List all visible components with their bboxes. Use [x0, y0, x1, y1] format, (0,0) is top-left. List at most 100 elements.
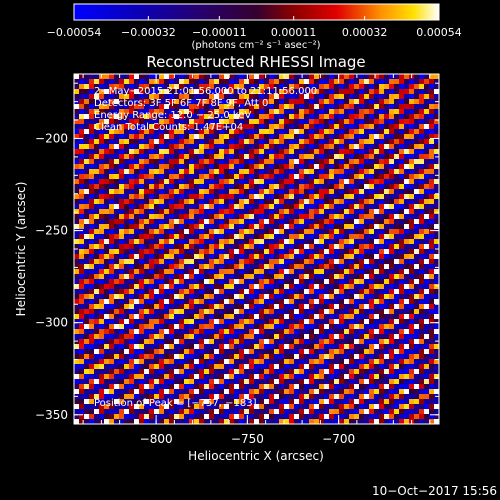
heatmap-cell — [379, 194, 384, 199]
heatmap-cell — [314, 339, 319, 344]
heatmap-cell — [284, 109, 289, 114]
heatmap-cell — [424, 84, 429, 89]
heatmap-cell — [414, 154, 419, 159]
heatmap-cell — [79, 319, 84, 324]
heatmap-cell — [99, 94, 104, 99]
heatmap-cell — [164, 254, 169, 259]
heatmap-cell — [394, 259, 399, 264]
heatmap-cell — [179, 304, 184, 309]
heatmap-cell — [394, 304, 399, 309]
heatmap-cell — [364, 94, 369, 99]
heatmap-cell — [144, 409, 149, 414]
heatmap-cell — [294, 394, 299, 399]
heatmap-cell — [284, 244, 289, 249]
heatmap-cell — [304, 264, 309, 269]
heatmap-cell — [329, 109, 334, 114]
heatmap-cell — [79, 374, 84, 379]
heatmap-cell — [369, 254, 374, 259]
heatmap-cell — [334, 269, 339, 274]
heatmap-cell — [244, 114, 249, 119]
heatmap-cell — [274, 154, 279, 159]
heatmap-cell — [349, 344, 354, 349]
heatmap-cell — [414, 379, 419, 384]
heatmap-cell — [279, 164, 284, 169]
heatmap-cell — [394, 89, 399, 94]
heatmap-cell — [434, 269, 439, 274]
heatmap-cell — [244, 184, 249, 189]
heatmap-cell — [109, 259, 114, 264]
heatmap-cell — [84, 214, 89, 219]
heatmap-cell — [299, 179, 304, 184]
heatmap-cell — [259, 359, 264, 364]
heatmap-cell — [89, 99, 94, 104]
heatmap-cell — [314, 239, 319, 244]
heatmap-cell — [239, 99, 244, 104]
heatmap-cell — [364, 259, 369, 264]
heatmap-cell — [204, 84, 209, 89]
heatmap-cell — [74, 214, 79, 219]
heatmap-cell — [244, 174, 249, 179]
heatmap-cell — [84, 209, 89, 214]
heatmap-cell — [144, 259, 149, 264]
heatmap-cell — [189, 194, 194, 199]
heatmap-cell — [194, 134, 199, 139]
heatmap-cell — [154, 404, 159, 409]
heatmap-cell — [254, 374, 259, 379]
heatmap-cell — [174, 229, 179, 234]
heatmap-cell — [344, 169, 349, 174]
heatmap-cell — [194, 379, 199, 384]
heatmap-cell — [244, 329, 249, 334]
heatmap-cell — [229, 284, 234, 289]
heatmap-cell — [274, 184, 279, 189]
heatmap-cell — [114, 404, 119, 409]
heatmap-cell — [394, 179, 399, 184]
heatmap-cell — [309, 359, 314, 364]
heatmap-cell — [214, 329, 219, 334]
heatmap-cell — [84, 239, 89, 244]
heatmap-cell — [419, 244, 424, 249]
heatmap-cell — [199, 239, 204, 244]
heatmap-cell — [279, 404, 284, 409]
heatmap-cell — [429, 204, 434, 209]
heatmap-cell — [249, 239, 254, 244]
heatmap-cell — [154, 204, 159, 209]
heatmap-cell — [389, 274, 394, 279]
heatmap-cell — [249, 109, 254, 114]
heatmap-cell — [374, 354, 379, 359]
heatmap-cell — [249, 294, 254, 299]
heatmap-cell — [229, 119, 234, 124]
heatmap-cell — [269, 344, 274, 349]
heatmap-cell — [114, 279, 119, 284]
heatmap-cell — [79, 194, 84, 199]
heatmap-cell — [104, 244, 109, 249]
heatmap-cell — [379, 409, 384, 414]
heatmap-cell — [389, 174, 394, 179]
heatmap-cell — [384, 339, 389, 344]
heatmap-cell — [359, 164, 364, 169]
heatmap-cell — [149, 94, 154, 99]
heatmap-cell — [174, 144, 179, 149]
heatmap-cell — [109, 329, 114, 334]
heatmap-cell — [289, 359, 294, 364]
heatmap-cell — [314, 139, 319, 144]
heatmap-cell — [369, 389, 374, 394]
heatmap-cell — [239, 169, 244, 174]
heatmap-cell — [239, 219, 244, 224]
heatmap-cell — [229, 184, 234, 189]
heatmap-cell — [174, 334, 179, 339]
heatmap-cell — [199, 409, 204, 414]
heatmap-cell — [354, 209, 359, 214]
heatmap-cell — [214, 339, 219, 344]
heatmap-cell — [279, 274, 284, 279]
heatmap-cell — [374, 294, 379, 299]
heatmap-cell — [179, 294, 184, 299]
heatmap-cell — [264, 164, 269, 169]
heatmap-cell — [279, 144, 284, 149]
heatmap-cell — [269, 404, 274, 409]
heatmap-cell — [429, 144, 434, 149]
heatmap-cell — [109, 319, 114, 324]
heatmap-cell — [214, 404, 219, 409]
heatmap-cell — [434, 384, 439, 389]
heatmap-cell — [414, 369, 419, 374]
heatmap-cell — [279, 129, 284, 134]
